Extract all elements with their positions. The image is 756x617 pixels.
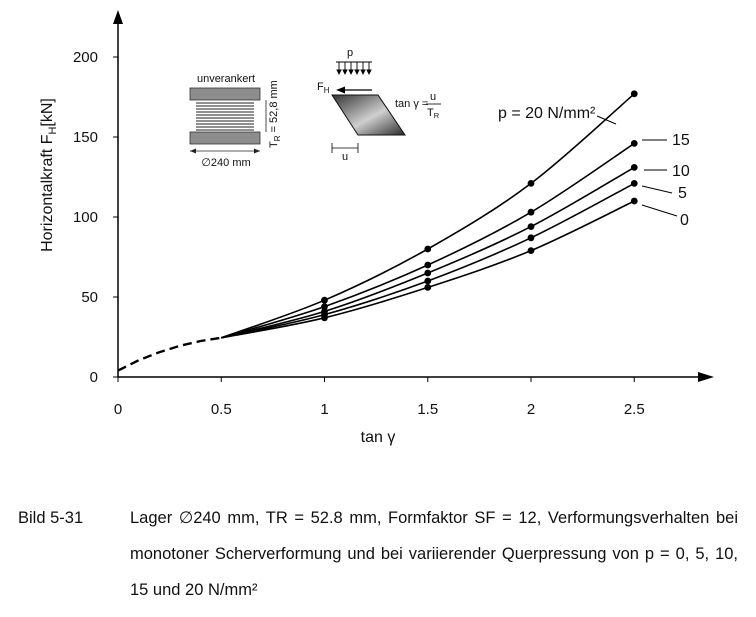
force-label: FH — [317, 81, 330, 95]
bearing-title: unverankert — [197, 73, 255, 85]
bearing-top-plate — [189, 87, 261, 101]
plot-area — [117, 90, 638, 372]
x-axis-title: tan γ — [361, 429, 396, 446]
y-axis-title: Horizontalkraft FH[kN] — [39, 98, 59, 252]
y-tick-label: 50 — [81, 289, 98, 306]
series-line-p10 — [221, 166, 635, 339]
sheared-bearing — [331, 94, 406, 136]
tan-gamma-label: tan γ = — [395, 98, 428, 110]
series-labels: p = 20 N/mm² 15 10 5 0 — [498, 105, 690, 229]
data-point-p20 — [321, 296, 328, 304]
series-leader-p5 — [641, 185, 673, 194]
bearing-inset: unverankert TR = 52,8 mm ∅240 mm — [189, 73, 282, 169]
x-axis-arrow — [698, 372, 714, 382]
series-line-p0 — [221, 200, 635, 339]
tan-fraction-num: u — [430, 91, 436, 103]
y-tick-label: 150 — [73, 129, 98, 146]
data-point-p0 — [630, 197, 638, 205]
data-point-p15 — [630, 140, 638, 147]
x-tick-label: 2 — [527, 401, 535, 418]
load-label: p — [347, 47, 353, 59]
x-tick-label: 1 — [320, 401, 328, 418]
y-tick-label: 0 — [90, 369, 98, 386]
data-point-p0 — [424, 284, 432, 291]
bearing-height-label: TR = 52,8 mm — [268, 80, 282, 148]
data-point-p0 — [527, 247, 535, 255]
bearing-layers — [196, 102, 254, 131]
data-point-p10 — [630, 164, 638, 171]
series-label-p15: 15 — [672, 132, 690, 149]
y-axis-title-unit: [kN] — [39, 98, 56, 126]
shear-inset: p FH u tan γ = u TR — [317, 47, 441, 163]
x-tick-label: 0.5 — [211, 401, 232, 418]
x-tick-label: 1.5 — [417, 401, 438, 418]
bearing-diameter-label: ∅240 mm — [201, 157, 250, 169]
data-point-p20 — [630, 90, 638, 98]
axes — [113, 10, 714, 382]
caption-number: Bild 5-31 — [18, 509, 84, 527]
x-tick-label: 2.5 — [624, 401, 645, 418]
initial-dashed-curve — [117, 336, 222, 372]
data-point-p15 — [424, 261, 432, 269]
series-label-p0: 0 — [680, 212, 689, 229]
data-point-p5 — [527, 234, 535, 242]
data-point-p10 — [424, 269, 432, 277]
caption-text: Lager ∅240 mm, TR = 52.8 mm, Formfaktor … — [130, 509, 738, 599]
data-point-p0 — [321, 314, 328, 322]
series-label-p20: p = 20 N/mm² — [498, 105, 596, 122]
series-leader-p20 — [596, 115, 617, 125]
data-point-p20 — [424, 245, 432, 253]
series-line-p5 — [221, 182, 635, 339]
force-arrow-head — [336, 86, 345, 94]
series-label-p10: 10 — [672, 163, 690, 180]
load-arrows — [336, 62, 372, 76]
data-point-p5 — [424, 277, 432, 285]
y-axis-arrow — [113, 10, 123, 24]
shear-label: u — [342, 151, 348, 163]
dim-arrow-right — [254, 148, 260, 154]
x-tick-label: 0 — [114, 401, 122, 418]
data-point-p15 — [527, 208, 535, 216]
tan-fraction-den: TR — [427, 107, 440, 120]
dim-arrow-left — [190, 148, 196, 154]
bearing-bottom-plate — [189, 131, 261, 145]
y-tick-label: 200 — [73, 49, 98, 66]
y-ticks: 0 50 100 150 200 — [73, 49, 118, 386]
x-ticks: 0 0.5 1 1.5 2 2.5 — [114, 377, 645, 418]
y-axis-title-sub: H — [47, 127, 59, 135]
data-point-p5 — [630, 180, 638, 187]
series-label-p5: 5 — [678, 185, 687, 202]
data-point-p15 — [321, 303, 328, 310]
series-line-p15 — [221, 142, 635, 339]
data-point-p20 — [527, 180, 535, 187]
y-axis-title-main: Horizontalkraft F — [39, 134, 56, 252]
series-leader-p0 — [641, 204, 678, 217]
y-tick-label: 100 — [73, 209, 98, 226]
series-line-p20 — [221, 93, 635, 339]
data-point-p10 — [527, 223, 535, 231]
